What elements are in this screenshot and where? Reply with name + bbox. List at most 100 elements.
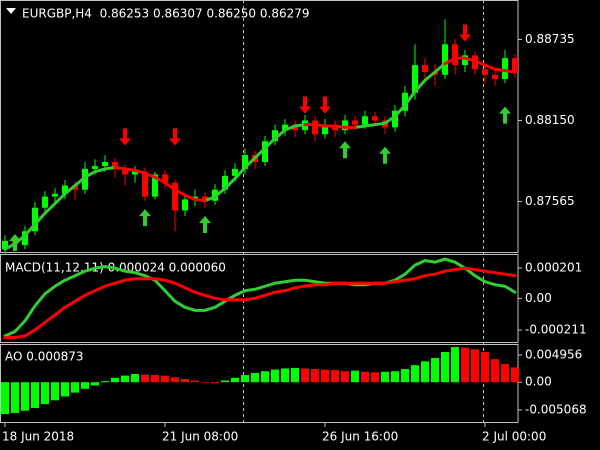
buy-arrow [379,146,391,164]
ao-bar [251,372,259,383]
ao-bar [351,370,359,383]
ao-bar [331,370,339,383]
buy-arrow [499,106,511,124]
candle-body [142,171,148,197]
ao-bar [281,368,289,383]
macd-line [3,257,517,338]
y-tick-label: 0.87565 [525,194,575,208]
ao-bar [151,375,159,383]
y-tick-label: 0.004956 [525,347,582,361]
x-tick-label: 26 Jun 16:00 [322,430,398,444]
candle-body [482,69,488,75]
candle-body [462,55,468,66]
ao-bar [181,378,189,383]
buy-arrow [339,141,351,159]
candle-body [392,110,398,128]
ao-bar [141,374,149,383]
buy-arrow [9,234,21,251]
ao-bar [271,369,279,383]
candle-body [72,185,78,190]
candle-body [502,58,508,79]
candle-body [122,168,128,175]
ao-bar [501,364,509,383]
candle-body [92,166,98,169]
candle-body [322,124,328,135]
ao-bar [41,382,49,405]
ao-bar [241,375,249,383]
ao-bar [381,371,389,383]
candle-body [162,174,168,183]
candle-body [222,175,228,190]
y-tick-label: -0.005068 [525,403,587,417]
candle-body [132,171,138,175]
candle-body [52,193,58,197]
ao-bar [461,347,469,383]
ao-bar [91,382,99,386]
ao-bar [11,382,19,413]
ao-bar [371,372,379,383]
y-tick-label: 0.00 [525,375,552,389]
ao-bar [401,369,409,383]
ao-bar [21,382,29,411]
ao-bar [511,367,519,383]
candle-body [202,196,208,201]
sell-arrow [119,128,131,146]
ao-bar [451,347,459,383]
candle-body [452,44,458,66]
ao-bar [31,382,39,409]
sell-arrow [459,24,471,42]
ao-bar [411,365,419,383]
candle-body [352,120,358,125]
candle-body [22,231,28,246]
candle-body [372,116,378,121]
ao-bar [341,371,349,383]
buy-arrow [199,216,211,233]
ao-bar [71,382,79,393]
candle-body [312,120,318,135]
ao-bar [361,371,369,383]
ao-bar [301,368,309,383]
ao-bar [231,377,239,383]
ao-bar [421,361,429,383]
ma-up-line [3,62,447,251]
ao-bar [431,358,439,383]
buy-arrow [139,209,151,227]
candle-body [272,130,278,142]
candle-body [512,58,518,72]
main-panel-frame [0,0,519,253]
ao-bar [61,382,69,397]
candle-body [152,174,158,197]
x-tick-label: 2 Jul 00:00 [482,430,546,444]
y-tick-label: 0.88735 [525,32,575,46]
candle-body [62,185,68,194]
candle-body [112,162,118,169]
ao-bar [211,382,219,384]
y-tick-label: -0.000211 [525,323,587,337]
ao-title: AO 0.000873 [5,350,84,364]
x-tick-label: 21 Jun 08:00 [162,430,238,444]
ao-bar [101,381,109,383]
sell-arrow [319,96,331,114]
symbol-menu-icon[interactable] [6,8,16,14]
candle-body [172,182,178,211]
y-tick-label: 0.00 [525,291,552,305]
candle-body [402,92,408,111]
candle-body [232,168,238,176]
x-tick-label: 18 Jun 2018 [2,430,74,444]
ao-bar [131,373,139,383]
ao-bar [291,367,299,383]
ao-bar [221,380,229,383]
ao-bar [441,352,449,383]
ao-bar [471,349,479,383]
ao-bar [81,382,89,389]
y-tick-label: 0.000201 [525,261,582,275]
y-tick-label: 0.88150 [525,113,575,127]
macd-line [3,266,517,339]
chart-header: EURGBP,H4 0.86253 0.86307 0.86250 0.8627… [22,7,310,21]
ao-bar [201,382,209,383]
ao-bar [321,369,329,383]
candle-body [442,44,448,75]
candle-body [182,199,188,211]
